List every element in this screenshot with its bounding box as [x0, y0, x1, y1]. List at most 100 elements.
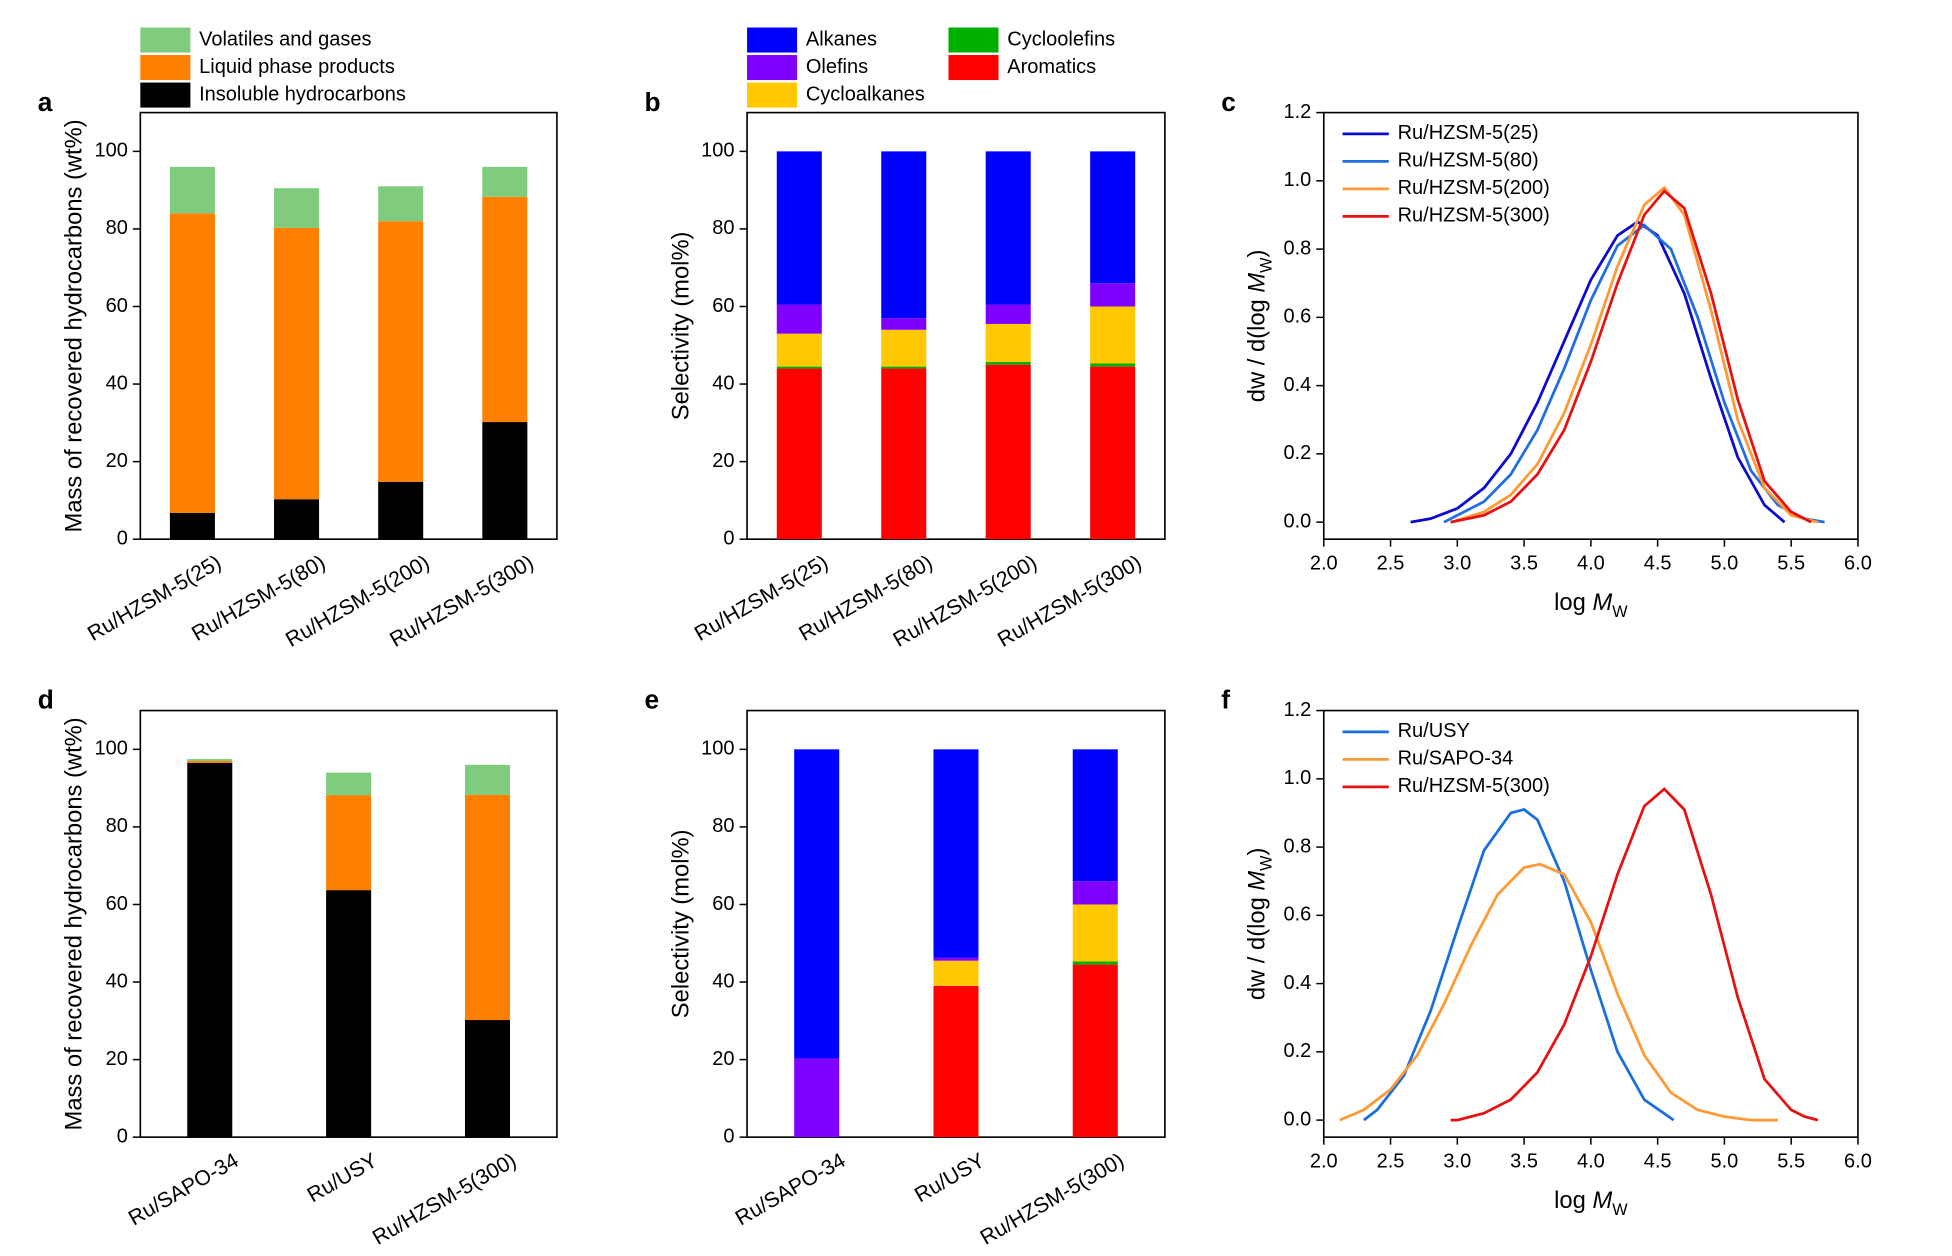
bar-segment — [933, 985, 979, 1138]
bar-segment — [274, 188, 320, 228]
panel-label: f — [1221, 685, 1230, 715]
x-tick-label: 4.0 — [1577, 1150, 1605, 1172]
y-tick-label: 60 — [712, 893, 734, 915]
x-tick-label: 5.5 — [1777, 1150, 1805, 1172]
bar-segment — [776, 366, 822, 369]
bar-segment — [1090, 366, 1136, 540]
x-axis-title: log MW — [1554, 590, 1628, 622]
y-tick-label: 100 — [701, 738, 734, 760]
y-axis-title: Selectivity (mol%) — [667, 232, 694, 421]
bar-segment — [881, 366, 927, 369]
y-axis-title: dw / d(log MW) — [1244, 848, 1276, 1001]
line-series — [1450, 185, 1819, 524]
panel-label: a — [38, 87, 53, 117]
legend-label: Aromatics — [1007, 56, 1096, 78]
legend-label: Ru/HZSM-5(300) — [1398, 775, 1550, 797]
bar-segment — [187, 762, 233, 1138]
y-tick-label: 80 — [106, 815, 128, 837]
bar-segment — [1072, 749, 1118, 882]
x-tick-label: 5.5 — [1777, 552, 1805, 574]
x-tick-label: 5.0 — [1711, 552, 1739, 574]
x-tick-label: 5.0 — [1711, 1150, 1739, 1172]
y-axis-title: dw / d(log MW) — [1244, 250, 1276, 403]
x-tick-label: 2.0 — [1310, 552, 1338, 574]
y-tick-label: 60 — [106, 893, 128, 915]
y-tick-label: 1.0 — [1283, 169, 1311, 191]
bar-segment — [482, 196, 528, 423]
y-tick-label: 100 — [94, 140, 127, 162]
label-part: dw / d(log — [1244, 293, 1271, 403]
bar-segment — [794, 1058, 840, 1138]
y-tick-label: 80 — [712, 217, 734, 239]
legend-swatch — [747, 27, 798, 53]
bar-segment — [794, 749, 840, 1059]
y-tick-label: 40 — [712, 372, 734, 394]
x-axis-title: log MW — [1554, 1187, 1628, 1219]
label-part: log — [1554, 1187, 1592, 1214]
bar-segment — [187, 759, 233, 761]
plot-frame — [139, 111, 558, 540]
y-tick-label: 0.0 — [1283, 510, 1311, 532]
x-tick-label: Ru/USY — [910, 1148, 988, 1207]
x-tick-label: Ru/SAPO-34 — [731, 1148, 850, 1230]
y-tick-label: 80 — [106, 217, 128, 239]
y-tick-label: 60 — [712, 295, 734, 317]
y-tick-label: 20 — [106, 1048, 128, 1070]
x-tick-label: 6.0 — [1844, 1150, 1872, 1172]
y-tick-label: 20 — [712, 1048, 734, 1070]
y-tick-label: 0.6 — [1283, 904, 1311, 926]
label-part: log — [1554, 590, 1592, 617]
y-tick-label: 0.4 — [1283, 972, 1311, 994]
y-tick-label: 0.6 — [1283, 306, 1311, 328]
panel-label: e — [644, 685, 659, 715]
bar-segment — [933, 749, 979, 958]
legend-label: Liquid phase products — [199, 56, 395, 78]
label-part: dw / d(log — [1244, 891, 1271, 1001]
bar-segment — [881, 151, 927, 319]
legend-label: Olefins — [806, 56, 868, 78]
bar-segment — [1072, 964, 1118, 1138]
bar-segment — [985, 361, 1031, 365]
line-series — [1410, 220, 1786, 524]
bar-segment — [482, 166, 528, 197]
legend-swatch — [747, 82, 798, 108]
y-tick-label: 80 — [712, 815, 734, 837]
bar-segment — [274, 499, 320, 540]
y-tick-label: 60 — [106, 295, 128, 317]
legend-label: Ru/HZSM-5(25) — [1398, 122, 1539, 144]
bar-segment — [933, 960, 979, 986]
panel-label: d — [38, 685, 54, 715]
y-tick-label: 20 — [712, 450, 734, 472]
label-part: W — [1612, 1202, 1628, 1220]
bar-segment — [378, 221, 424, 482]
bar-segment — [985, 364, 1031, 540]
x-tick-label: Ru/USY — [303, 1148, 381, 1207]
legend-label: Ru/HZSM-5(300) — [1398, 205, 1550, 227]
bar-segment — [985, 323, 1031, 362]
bar-segment — [326, 795, 372, 891]
bar-segment — [187, 760, 233, 763]
line-series — [1450, 189, 1812, 524]
legend-swatch — [948, 55, 999, 81]
bar-segment — [326, 890, 372, 1138]
bar-segment — [881, 368, 927, 540]
legend-label: Ru/SAPO-34 — [1398, 748, 1514, 770]
label-part: W — [1258, 257, 1276, 273]
y-tick-label: 0.8 — [1283, 835, 1311, 857]
x-tick-label: 6.0 — [1844, 552, 1872, 574]
y-tick-label: 0.0 — [1283, 1108, 1311, 1130]
y-tick-label: 1.2 — [1283, 101, 1311, 123]
legend-label: Insoluble hydrocarbons — [199, 83, 406, 105]
bar-segment — [1090, 306, 1136, 364]
legend-label: Volatiles and gases — [199, 28, 371, 50]
y-tick-label: 0 — [117, 527, 128, 549]
label-part: ) — [1244, 250, 1271, 258]
y-tick-label: 0.2 — [1283, 442, 1311, 464]
label-part: M — [1592, 1187, 1612, 1214]
plot-frame — [1322, 111, 1859, 540]
label-part: M — [1592, 590, 1612, 617]
bar-segment — [1072, 881, 1118, 905]
y-axis-title: Selectivity (mol%) — [667, 830, 694, 1019]
bar-segment — [1090, 151, 1136, 284]
bar-segment — [933, 957, 979, 961]
